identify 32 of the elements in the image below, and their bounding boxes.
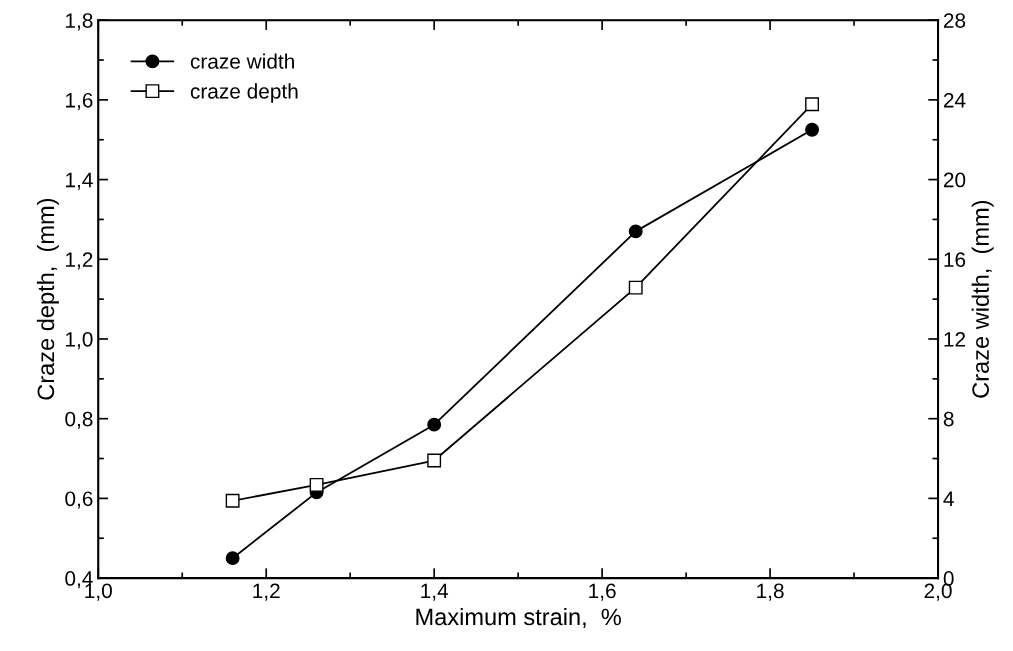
legend-label: craze depth [190, 83, 298, 103]
point [427, 417, 442, 432]
x-tick-label: 1,4 [421, 583, 449, 601]
y-tick-label: 0,8 [65, 411, 93, 429]
y-tick-label: 1,2 [66, 252, 93, 270]
x-tick-label: 1,2 [253, 583, 280, 601]
x-tick-label: 1,8 [757, 583, 784, 601]
y2-tick-label: 4 [943, 491, 954, 506]
x-axis-title: Maximum strain, % [416, 607, 621, 629]
legend-label: craze width [190, 53, 294, 69]
point [427, 453, 442, 468]
y2-axis-title: Craze width, (mm) [971, 200, 994, 398]
x-tick-label: 1,6 [589, 583, 616, 601]
y-axis-title: Craze depth, (mm) [36, 198, 59, 400]
point [805, 122, 820, 137]
point [628, 280, 643, 295]
point [309, 477, 324, 492]
point [225, 493, 240, 508]
y2-tick-label: 8 [943, 411, 954, 427]
y-tick-label: 1,0 [66, 331, 93, 350]
y-tick-label: 0,6 [65, 491, 93, 509]
y-tick-label: 1,6 [66, 92, 93, 111]
y2-tick-label: 28 [943, 13, 966, 28]
point [225, 551, 240, 566]
y2-tick-label: 12 [944, 331, 966, 347]
y2-tick-label: 20 [943, 172, 966, 188]
y2-tick-label: 16 [944, 252, 966, 268]
point [628, 224, 643, 239]
y2-tick-label: 24 [943, 92, 966, 108]
point [805, 97, 820, 112]
y-tick-label: 1,4 [66, 172, 93, 190]
y-tick-label: 1,8 [66, 13, 93, 31]
